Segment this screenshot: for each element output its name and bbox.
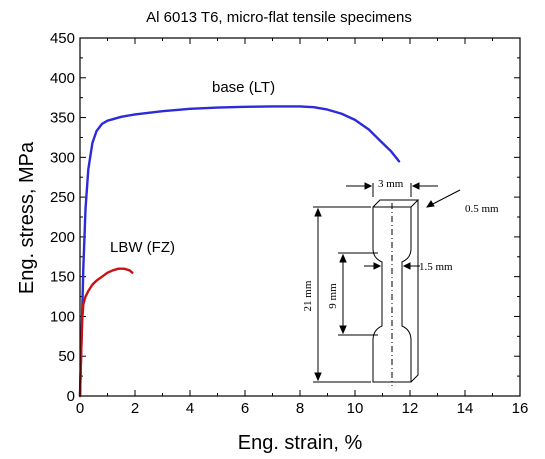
series-line-0	[78, 105, 401, 398]
width-arrowhead-right	[411, 182, 420, 190]
x-tick-label-2: 2	[131, 400, 139, 417]
x-tick-label-4: 4	[186, 400, 194, 417]
y-tick-label-50: 50	[58, 348, 75, 365]
dim-gauge-length-label: 9 mm	[327, 283, 339, 309]
gauge-arrowhead-bottom	[339, 325, 347, 335]
x-tick-label-10: 10	[347, 400, 364, 417]
gauge-width-arrowhead-right	[402, 262, 411, 270]
gauge-width-arrowhead-left	[373, 262, 382, 270]
plot-frame	[79, 37, 521, 397]
x-tick-labels: 0 2 4 6 8 10 12 14 16	[76, 400, 529, 417]
dim-gauge-width-label: 1.5 mm	[419, 261, 453, 273]
dim-thickness-label: 0.5 mm	[465, 203, 499, 215]
series-line-1	[78, 267, 134, 398]
x-tick-label-16: 16	[512, 400, 529, 417]
dim-total-length-label: 21 mm	[302, 280, 314, 311]
chart-title: Al 6013 T6, micro-flat tensile specimens	[146, 9, 412, 26]
y-tick-label-100: 100	[50, 308, 75, 325]
base-label: base (LT)	[212, 79, 275, 96]
x-tick-label-8: 8	[296, 400, 304, 417]
plot-series	[78, 105, 401, 398]
x-tick-label-0: 0	[76, 400, 84, 417]
x-axis-label: Eng. strain, %	[238, 432, 363, 454]
axis-ticks	[79, 37, 521, 397]
x-tick-label-6: 6	[241, 400, 249, 417]
gauge-arrowhead-top	[339, 253, 347, 263]
lbw-label: LBW (FZ)	[110, 239, 175, 256]
length-arrowhead-bottom	[314, 372, 322, 382]
specimen-side-face	[410, 200, 419, 383]
y-tick-labels: 0 50 100 150 200 250 300 350 400 450	[50, 30, 75, 405]
y-tick-label-150: 150	[50, 269, 75, 286]
width-arrowhead-left	[364, 182, 373, 190]
x-tick-label-14: 14	[457, 400, 474, 417]
specimen-drawing	[313, 182, 461, 386]
y-tick-label-400: 400	[50, 70, 75, 87]
y-tick-label-0: 0	[67, 388, 75, 405]
y-tick-label-250: 250	[50, 189, 75, 206]
thickness-arrowhead	[425, 200, 435, 208]
specimen-top-face	[372, 199, 420, 208]
y-tick-label-450: 450	[50, 30, 75, 47]
dim-width-label: 3 mm	[378, 178, 404, 190]
y-tick-label-350: 350	[50, 110, 75, 127]
y-tick-label-200: 200	[50, 229, 75, 246]
x-tick-label-12: 12	[402, 400, 419, 417]
y-axis-label: Eng. stress, MPa	[16, 141, 38, 294]
length-arrowhead-top	[314, 207, 322, 217]
y-tick-label-300: 300	[50, 149, 75, 166]
